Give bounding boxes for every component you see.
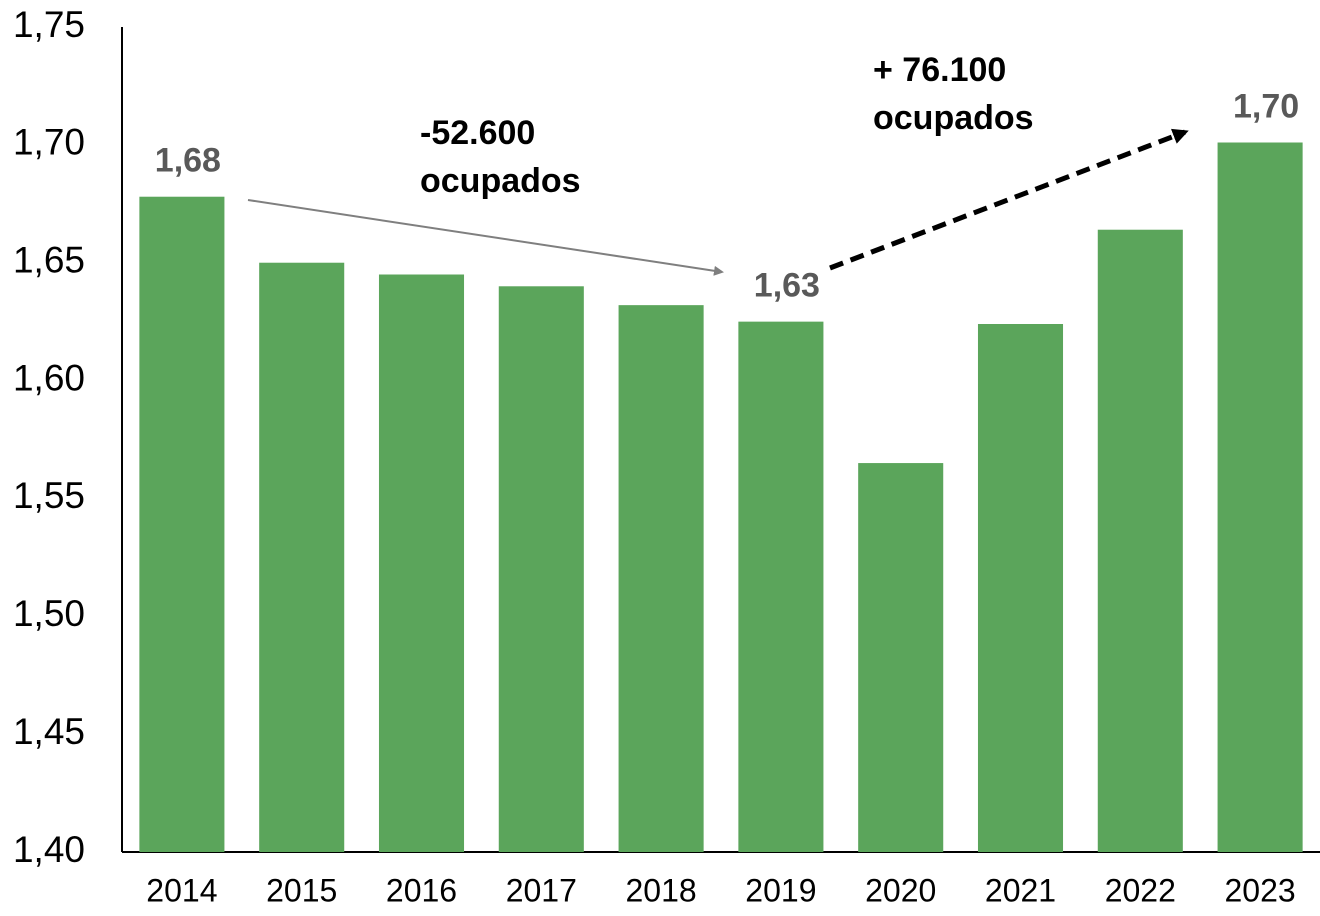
data-label: 1,70 [1233, 87, 1299, 125]
x-tick-label: 2019 [745, 872, 816, 908]
y-tick-label: 1,45 [13, 711, 85, 752]
arrow [247, 199, 724, 276]
bar [498, 286, 584, 852]
y-tick-label: 1,70 [13, 122, 85, 163]
bar [738, 321, 824, 853]
bar [977, 324, 1064, 852]
annotation: + 76.100 [873, 51, 1006, 89]
bar [139, 196, 225, 852]
bar [858, 463, 944, 852]
bar [1097, 229, 1183, 852]
data-label: 1,68 [155, 142, 221, 180]
y-tick-label: 1,65 [13, 239, 85, 280]
annotation: ocupados [420, 162, 581, 200]
x-tick-label: 2021 [985, 872, 1056, 908]
bar [1217, 142, 1303, 852]
annotation: ocupados [873, 99, 1034, 137]
x-tick-label: 2023 [1225, 872, 1296, 908]
annotation: -52.600 [420, 114, 535, 152]
y-tick-label: 1,75 [13, 4, 85, 45]
bar [618, 305, 704, 853]
y-tick-label: 1,60 [13, 357, 85, 398]
x-tick-label: 2015 [266, 872, 337, 908]
x-tick-label: 2014 [146, 872, 217, 908]
y-tick-label: 1,55 [13, 475, 85, 516]
y-tick-label: 1,40 [13, 829, 85, 870]
x-tick-label: 2018 [626, 872, 697, 908]
y-tick-label: 1,50 [13, 593, 85, 634]
bar [378, 274, 465, 852]
x-tick-label: 2022 [1105, 872, 1176, 908]
arrow [829, 128, 1189, 271]
x-tick-label: 2017 [506, 872, 577, 908]
x-tick-label: 2016 [386, 872, 457, 908]
data-label: 1,63 [754, 267, 820, 305]
bar [259, 262, 345, 852]
x-tick-label: 2020 [865, 872, 936, 908]
